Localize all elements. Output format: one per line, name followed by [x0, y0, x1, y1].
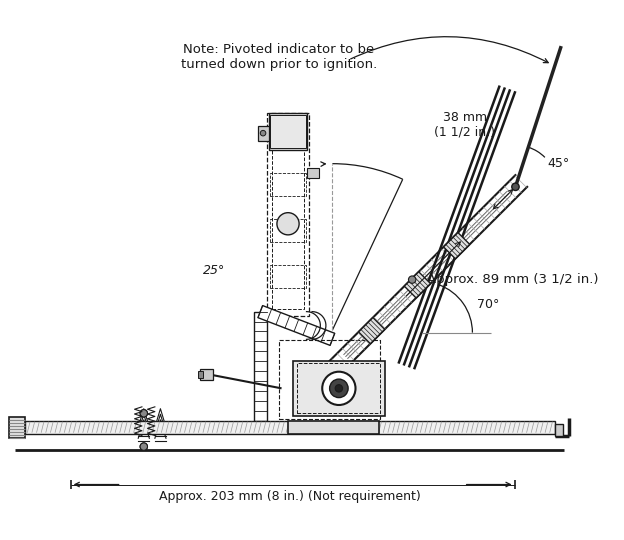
Circle shape	[140, 443, 147, 450]
Polygon shape	[258, 306, 334, 346]
Bar	[9, 417, 26, 438]
Text: Note: Pivoted indicator to be
turned down prior to ignition.: Note: Pivoted indicator to be turned dow…	[181, 43, 377, 71]
Bar	[293, 361, 385, 416]
Bar	[272, 120, 304, 309]
Circle shape	[140, 443, 147, 450]
Polygon shape	[359, 318, 385, 343]
Circle shape	[277, 213, 299, 235]
Bar	[270, 219, 306, 242]
Text: 45°: 45°	[548, 157, 570, 170]
Bar	[198, 371, 203, 378]
Bar	[268, 113, 308, 150]
Text: 70°: 70°	[477, 299, 499, 312]
Bar	[297, 363, 381, 413]
Circle shape	[140, 410, 147, 417]
Bar	[306, 168, 319, 178]
Bar	[200, 369, 213, 380]
Bar	[270, 173, 306, 196]
Polygon shape	[254, 312, 266, 421]
Text: Approx. 203 mm (8 in.) (Not requirement): Approx. 203 mm (8 in.) (Not requirement)	[159, 490, 421, 503]
Bar	[288, 421, 379, 434]
Bar	[270, 265, 306, 288]
Text: Approx. 89 mm (3 1/2 in.): Approx. 89 mm (3 1/2 in.)	[427, 273, 599, 286]
Circle shape	[409, 276, 416, 284]
Circle shape	[512, 183, 519, 191]
Text: 25°: 25°	[203, 264, 225, 276]
Circle shape	[335, 384, 343, 392]
Circle shape	[140, 410, 147, 417]
Polygon shape	[404, 272, 431, 298]
Text: 38 mm
(1 1/2 in.): 38 mm (1 1/2 in.)	[434, 111, 495, 139]
Bar	[279, 340, 381, 419]
Circle shape	[322, 372, 356, 405]
Circle shape	[329, 379, 348, 397]
Bar	[24, 421, 555, 434]
Polygon shape	[444, 233, 470, 259]
Bar	[555, 424, 563, 435]
Bar	[270, 114, 306, 148]
Bar	[258, 126, 268, 140]
Circle shape	[260, 130, 266, 136]
Bar	[266, 113, 310, 316]
